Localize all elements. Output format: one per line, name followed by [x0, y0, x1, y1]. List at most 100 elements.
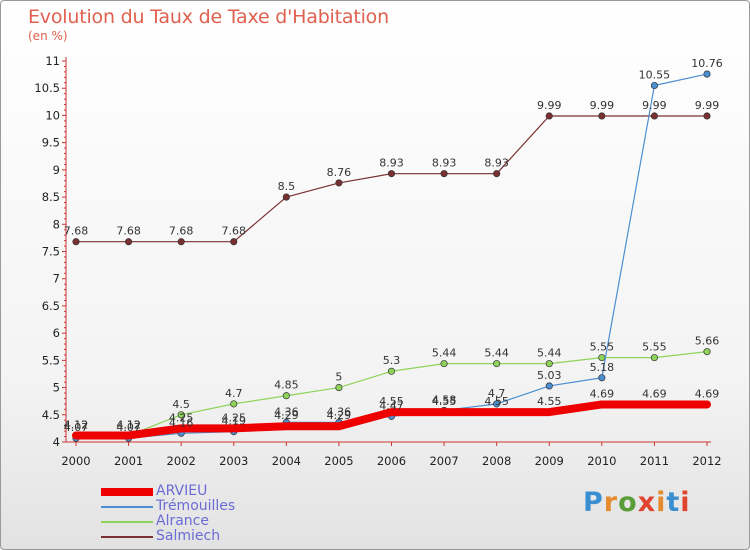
- series-line: [75, 73, 708, 439]
- y-tick-label: 10: [45, 108, 60, 122]
- x-tick-label: 2004: [272, 454, 301, 468]
- y-tick-label: 10.5: [34, 81, 60, 95]
- data-point: [440, 170, 448, 178]
- x-tick-label: 2007: [429, 454, 458, 468]
- data-point: [230, 238, 238, 246]
- data-point: [440, 360, 448, 368]
- y-tick-label: 6.5: [42, 299, 60, 313]
- data-point: [545, 382, 553, 390]
- logo-letter: o: [618, 487, 638, 518]
- data-label: 4.58: [432, 393, 457, 406]
- legend-swatch: [101, 521, 153, 523]
- chart-title: Evolution du Taux de Taxe d'Habitation: [28, 6, 389, 28]
- data-point: [230, 400, 238, 408]
- data-point: [598, 374, 606, 382]
- data-label: 4.69: [590, 387, 615, 400]
- x-tick-label: 2011: [640, 454, 669, 468]
- data-label: 4.47: [379, 399, 404, 412]
- series-trémouilles: [72, 70, 711, 442]
- x-tick-label: 2003: [219, 454, 248, 468]
- legend-label: Trémouilles: [156, 498, 236, 514]
- data-point: [650, 354, 658, 362]
- data-label: 5.55: [590, 341, 615, 354]
- data-point: [650, 112, 658, 120]
- data-point: [335, 179, 343, 187]
- data-label: 4.55: [484, 395, 509, 408]
- data-point: [125, 238, 133, 246]
- data-point: [493, 400, 501, 408]
- data-label: 4.7: [225, 387, 243, 400]
- data-label: 4.12: [116, 418, 141, 431]
- data-label: 7.68: [64, 225, 89, 238]
- series-line: [75, 115, 708, 243]
- legend-swatch: [101, 506, 153, 508]
- x-tick-label: 2001: [114, 454, 143, 468]
- series-salmiech: [72, 112, 711, 246]
- data-label: 4.5: [172, 398, 190, 411]
- data-label: 4.16: [169, 416, 194, 429]
- data-label: 7.68: [169, 225, 194, 238]
- data-point: [650, 81, 658, 90]
- x-tick-label: 2012: [692, 454, 721, 468]
- data-point: [545, 360, 553, 368]
- data-label: 4.12: [116, 418, 141, 431]
- data-label: 4.19: [222, 415, 247, 428]
- series-line: [72, 400, 711, 440]
- data-label: 4.55: [537, 395, 562, 408]
- data-point: [598, 112, 606, 120]
- data-point: [335, 384, 343, 392]
- logo-letter: x: [637, 487, 657, 518]
- data-label: 4.85: [274, 379, 299, 392]
- logo-letter: r: [603, 487, 619, 518]
- data-label: 5.18: [590, 361, 615, 374]
- data-label: 8.76: [327, 166, 352, 179]
- y-tick-label: 6: [53, 326, 60, 340]
- data-label: 4.55: [379, 395, 404, 408]
- data-label: 9.99: [642, 99, 667, 112]
- data-label: 4.7: [488, 387, 506, 400]
- data-label: 5.55: [642, 341, 667, 354]
- data-label: 4.25: [222, 411, 247, 424]
- data-point: [177, 238, 185, 246]
- y-tick-label: 4.5: [42, 408, 60, 422]
- data-point: [282, 193, 290, 201]
- data-label: 8.93: [379, 157, 404, 170]
- data-label: 8.93: [432, 157, 457, 170]
- data-point: [493, 360, 501, 368]
- data-label: 5.03: [537, 369, 562, 382]
- data-label: 10.55: [639, 68, 671, 81]
- data-point: [72, 238, 80, 246]
- x-tick-label: 2006: [377, 454, 406, 468]
- data-label: 8.5: [278, 180, 296, 193]
- y-tick-label: 4: [53, 435, 60, 449]
- data-label: 9.99: [695, 99, 720, 112]
- x-tick-label: 2009: [535, 454, 564, 468]
- data-label: 9.99: [590, 99, 615, 112]
- y-tick-label: 8.5: [42, 190, 60, 204]
- data-label: 5.44: [537, 347, 562, 360]
- data-label: 7.68: [116, 225, 141, 238]
- data-label: 5.44: [484, 347, 509, 360]
- data-label: 5.3: [383, 354, 401, 367]
- data-label: 4.69: [695, 387, 720, 400]
- data-label: 4.12: [64, 418, 89, 431]
- y-tick-label: 7: [53, 272, 60, 286]
- data-label: 4.55: [432, 395, 457, 408]
- data-label: 4.07: [64, 421, 89, 434]
- data-point: [282, 392, 290, 400]
- data-label: 5.44: [432, 347, 457, 360]
- y-tick-label: 11: [45, 54, 60, 68]
- logo-letter: i: [680, 487, 691, 518]
- y-tick-label: 5: [53, 381, 60, 395]
- data-label: 4.29: [327, 409, 352, 422]
- legend-swatch: [101, 488, 153, 496]
- data-point: [387, 170, 396, 178]
- data-label: 7.68: [222, 225, 247, 238]
- series-arvieu: [72, 400, 711, 440]
- data-label: 4.36: [274, 405, 299, 418]
- legend-label: Alrance: [156, 513, 209, 529]
- logo-letter: t: [666, 487, 681, 518]
- data-label: 4.12: [64, 418, 89, 431]
